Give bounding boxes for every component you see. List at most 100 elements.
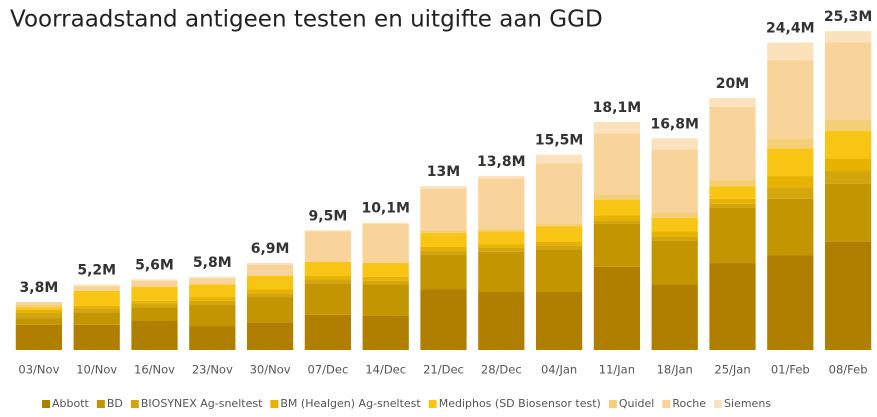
bar-segment: [189, 276, 236, 279]
bar-segment: [420, 250, 467, 255]
bar-segment: [189, 278, 236, 285]
bar-segment: [651, 284, 698, 350]
bar-segment: [304, 275, 352, 280]
bar-segment: [767, 138, 814, 149]
bar-segment: [131, 300, 178, 304]
bar-segment: [709, 179, 756, 187]
bar-segment: [824, 119, 872, 131]
x-tick-label: 30/Nov: [250, 363, 291, 377]
bar-segment: [478, 231, 525, 245]
bar-segment: [535, 292, 583, 350]
bar-segment: [73, 285, 120, 291]
legend-label: BD: [107, 397, 123, 410]
total-label: 16,8M: [650, 116, 698, 132]
bar-segment: [246, 289, 294, 294]
bar-segment: [767, 187, 814, 199]
bar-segment: [73, 305, 120, 309]
x-tick-label: 01/Feb: [771, 363, 810, 377]
bar-segment: [478, 229, 525, 232]
bar-segment: [709, 198, 756, 204]
legend-label: Quidel: [619, 397, 655, 410]
bar-segment: [420, 230, 467, 233]
bar-segment: [651, 212, 698, 218]
total-label: 5,2M: [77, 262, 116, 278]
total-label: 6,9M: [251, 241, 290, 257]
bar-segment: [709, 97, 756, 107]
bar-segment: [593, 220, 641, 224]
legend-label: Mediphos (SD Biosensor test): [439, 397, 601, 410]
x-tick-label: 23/Nov: [192, 363, 233, 377]
bar-segment: [362, 284, 409, 316]
bar-segment: [535, 249, 583, 293]
bar-segment: [15, 324, 63, 350]
bar-segment: [73, 284, 120, 286]
bar-segment: [73, 290, 120, 306]
x-tick-label: 14/Dec: [365, 363, 406, 377]
total-label: 10,1M: [361, 201, 409, 217]
legend-swatch: [428, 400, 437, 408]
bar-segment: [362, 263, 409, 277]
bar-segment: [535, 154, 583, 164]
total-label: 18,1M: [593, 100, 641, 116]
bar-segment: [362, 223, 409, 264]
bar-segment: [189, 284, 236, 298]
bar-segment: [189, 300, 236, 305]
bar-segment: [709, 207, 756, 264]
x-tick-label: 03/Nov: [18, 363, 59, 377]
bar-segment: [478, 178, 525, 230]
bar-segment: [73, 324, 120, 350]
legend-swatch: [130, 400, 139, 408]
bar-segment: [15, 309, 63, 313]
bar-segment: [362, 315, 409, 350]
bar-segment: [535, 223, 583, 227]
bar-segment: [767, 176, 814, 188]
bar-segment: [651, 240, 698, 285]
bar-segment: [304, 230, 352, 232]
x-tick-label: 16/Nov: [134, 363, 175, 377]
bar-segment: [709, 203, 756, 208]
x-tick-label: 08/Feb: [829, 363, 868, 377]
bar-segment: [304, 314, 352, 350]
bar-segment: [73, 308, 120, 313]
bar-segment: [131, 321, 178, 350]
bar-segment: [362, 276, 409, 281]
bar-segment: [767, 255, 814, 350]
bar-segment: [131, 303, 178, 308]
bar-segment: [420, 232, 467, 247]
bar-segment: [478, 251, 525, 293]
bar-segment: [593, 133, 641, 195]
bar-segment: [709, 106, 756, 180]
bar-segment: [593, 194, 641, 201]
x-tick-label: 18/Jan: [657, 363, 693, 377]
bar-segment: [767, 198, 814, 256]
bar-segment: [824, 183, 872, 242]
x-tick-label: 10/Nov: [76, 363, 117, 377]
bar-segment: [15, 304, 63, 308]
bar-segment: [767, 42, 814, 61]
legend-swatch: [270, 400, 279, 408]
bar-segment: [420, 188, 467, 231]
bar-segment: [535, 241, 583, 246]
bar-segment: [15, 307, 63, 310]
x-tick-label: 07/Dec: [308, 363, 349, 377]
bar-segment: [131, 279, 178, 281]
x-tick-label: 28/Dec: [481, 363, 522, 377]
bar-segment: [593, 266, 641, 350]
bar-segment: [709, 186, 756, 199]
bar-segment: [189, 304, 236, 327]
bar-segment: [593, 215, 641, 221]
bar-segment: [651, 236, 698, 241]
bar-segment: [131, 280, 178, 287]
bar-segment: [362, 280, 409, 285]
bar-segment: [593, 200, 641, 216]
legend-swatch: [96, 400, 105, 408]
bar-segment: [189, 326, 236, 350]
bar-segment: [824, 158, 872, 172]
bar-segment: [651, 231, 698, 237]
bar-segment: [304, 283, 352, 315]
bar-segment: [651, 149, 698, 213]
legend-label: Abbott: [52, 397, 90, 410]
bar-segment: [420, 246, 467, 251]
bar-segment: [189, 297, 236, 301]
bar-segment: [651, 217, 698, 232]
